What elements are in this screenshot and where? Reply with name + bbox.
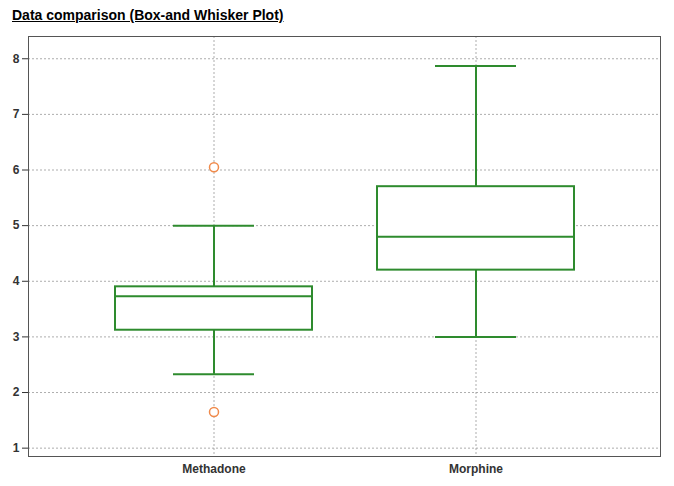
svg-text:5: 5	[13, 218, 20, 232]
svg-text:1: 1	[13, 441, 20, 455]
svg-text:Methadone: Methadone	[182, 462, 246, 476]
svg-text:4: 4	[13, 274, 20, 288]
svg-text:Morphine: Morphine	[449, 462, 503, 476]
svg-text:7: 7	[13, 107, 20, 121]
svg-text:2: 2	[13, 385, 20, 399]
svg-text:3: 3	[13, 330, 20, 344]
svg-text:8: 8	[13, 52, 20, 66]
html-text:Data comparison (Box-and Whisk: Data comparison (Box-and Whisker Plot)	[12, 7, 284, 23]
svg-text:6: 6	[13, 163, 20, 177]
